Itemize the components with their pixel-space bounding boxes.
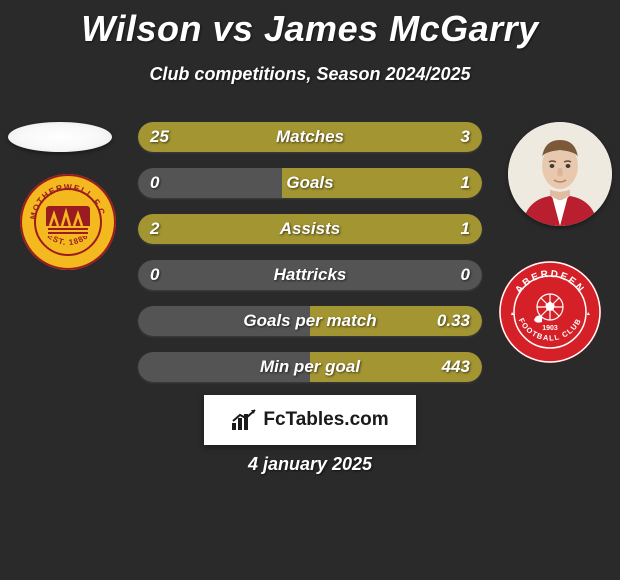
stat-row: Goals per match0.33 xyxy=(138,306,482,336)
stat-value-right: 1 xyxy=(461,168,470,198)
stat-label: Hattricks xyxy=(138,260,482,290)
stat-label: Matches xyxy=(138,122,482,152)
branding-text: FcTables.com xyxy=(263,409,388,431)
stat-row: 2Assists1 xyxy=(138,214,482,244)
stats-container: 25Matches30Goals12Assists10Hattricks0Goa… xyxy=(138,122,482,398)
stat-value-right: 3 xyxy=(461,122,470,152)
stat-label: Min per goal xyxy=(138,352,482,382)
player-left-avatar xyxy=(8,122,112,152)
date-label: 4 january 2025 xyxy=(0,454,620,475)
stat-label: Goals per match xyxy=(138,306,482,336)
stat-label: Goals xyxy=(138,168,482,198)
team-right-crest: ABERDEEN FOOTBALL CLUB 1903 xyxy=(498,260,602,364)
stat-row: 0Goals1 xyxy=(138,168,482,198)
branding-logo-icon xyxy=(231,409,257,431)
stat-row: 0Hattricks0 xyxy=(138,260,482,290)
stat-row: 25Matches3 xyxy=(138,122,482,152)
page-title: Wilson vs James McGarry xyxy=(0,0,620,50)
svg-text:1903: 1903 xyxy=(542,325,558,332)
stat-value-right: 0.33 xyxy=(437,306,470,336)
branding-badge: FcTables.com xyxy=(204,395,416,445)
stat-label: Assists xyxy=(138,214,482,244)
player-right-avatar xyxy=(508,122,612,226)
stat-value-right: 1 xyxy=(461,214,470,244)
stat-value-right: 443 xyxy=(442,352,470,382)
stat-row: Min per goal443 xyxy=(138,352,482,382)
stat-value-right: 0 xyxy=(461,260,470,290)
page-subtitle: Club competitions, Season 2024/2025 xyxy=(0,64,620,85)
team-left-crest: MOTHERWELL F.C. EST. 1886 xyxy=(18,172,118,272)
